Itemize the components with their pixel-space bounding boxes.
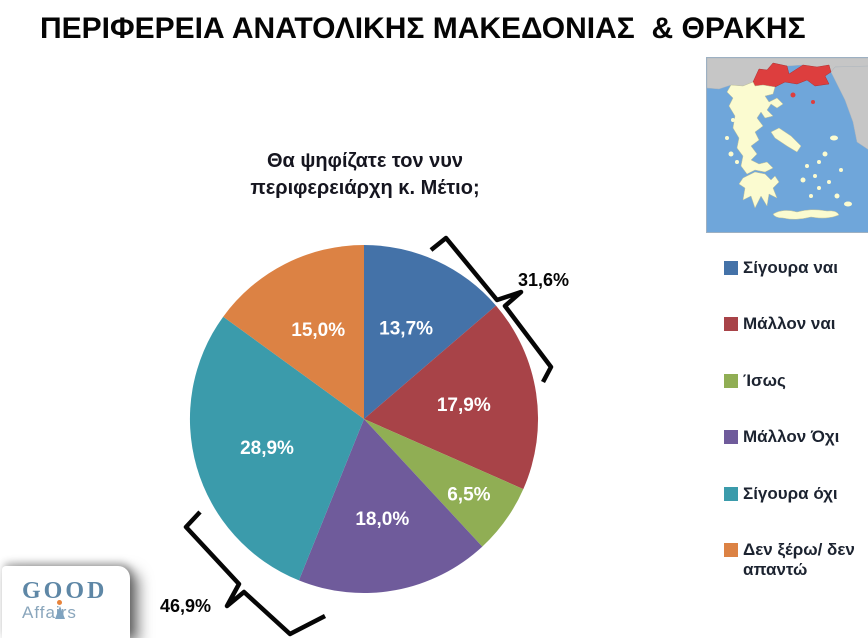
- map-crete-island: [772, 209, 840, 220]
- pie-slice-label: 17,9%: [437, 395, 491, 416]
- legend-swatch: [724, 486, 738, 501]
- legend-swatch: [724, 373, 738, 388]
- legend: Σίγουρα ναι Μάλλον ναι Ίσως Μάλλον Όχι Σίγου…: [724, 258, 864, 617]
- legend-label: Σίγουρα όχι: [743, 483, 838, 503]
- greece-map-svg: [706, 57, 868, 232]
- map-euboea-island: [770, 127, 802, 153]
- legend-label: Ίσως: [743, 370, 786, 390]
- legend-label: Μάλλον ναι: [743, 314, 836, 334]
- map-highlight-region: [752, 62, 832, 88]
- lighthouse-icon: [55, 600, 65, 620]
- chart-question: Θα ψηφίζατε τον νυν περιφερειάρχη κ. Μέτ…: [250, 150, 480, 199]
- pie-slice: [364, 419, 524, 547]
- pie-slice: [364, 305, 539, 490]
- lighthouse-light-dot: [57, 600, 62, 605]
- pie-slice: [298, 419, 483, 594]
- legend-label: Δεν ξέρω/ δεν απαντώ: [743, 539, 855, 580]
- pie-slice-label: 28,9%: [240, 438, 294, 459]
- pie-slice-label: 15,0%: [291, 320, 345, 341]
- pie-slice: [189, 316, 364, 581]
- legend-label: Μάλλον Όχι: [743, 427, 840, 447]
- pie-chart: 13,7% 17,9% 6,5% 18,0% 28,9% 15,0%: [189, 245, 539, 594]
- legend-item: Μάλλον ναι: [724, 314, 864, 334]
- legend-item: Ίσως: [724, 371, 864, 391]
- lighthouse-tower: [55, 606, 65, 619]
- legend-item: Σίγουρα όχι: [724, 484, 864, 504]
- map-highlight-island-2: [811, 100, 815, 104]
- logo-card: GOOD Affairs: [2, 566, 130, 638]
- map-peloponnese: [738, 171, 780, 209]
- bracket-no-total: [183, 510, 327, 637]
- map-greece-mainland: [726, 81, 784, 175]
- legend-item: Σίγουρα ναι: [724, 258, 864, 278]
- map-highlight-island-1: [790, 92, 796, 98]
- map-small-islands: [725, 118, 852, 207]
- legend-swatch: [724, 261, 738, 275]
- bracket-yes-total: [429, 235, 554, 384]
- pie-slice-label: 13,7%: [379, 318, 433, 339]
- pie-slice: [223, 245, 364, 419]
- legend-swatch: [724, 317, 738, 332]
- logo-good-text: GOOD: [22, 578, 108, 604]
- legend-swatch: [724, 542, 738, 557]
- annotation-yes-total: 31,6%: [518, 270, 570, 290]
- logo-affairs-text: Affairs: [22, 600, 130, 623]
- slide-title: ΠΕΡΙΦΕΡΕΙΑ ΑΝΑΤΟΛΙΚΗΣ ΜΑΚΕΔΟΝΙΑΣ & ΘΡΑΚΗ…: [40, 12, 806, 45]
- legend-label: Σίγουρα ναι: [743, 258, 838, 277]
- annotation-no-total: 46,9%: [160, 596, 212, 616]
- region-map: [706, 57, 868, 233]
- map-neighbor-country-east: [830, 65, 868, 150]
- legend-item: Δεν ξέρω/ δεν απαντώ: [724, 540, 864, 581]
- legend-swatch: [724, 430, 738, 445]
- pie-slice-label: 18,0%: [355, 509, 409, 530]
- pie-slice: [364, 245, 496, 419]
- pie-slice-label: 6,5%: [447, 485, 490, 506]
- legend-item: Μάλλον Όχι: [724, 427, 864, 447]
